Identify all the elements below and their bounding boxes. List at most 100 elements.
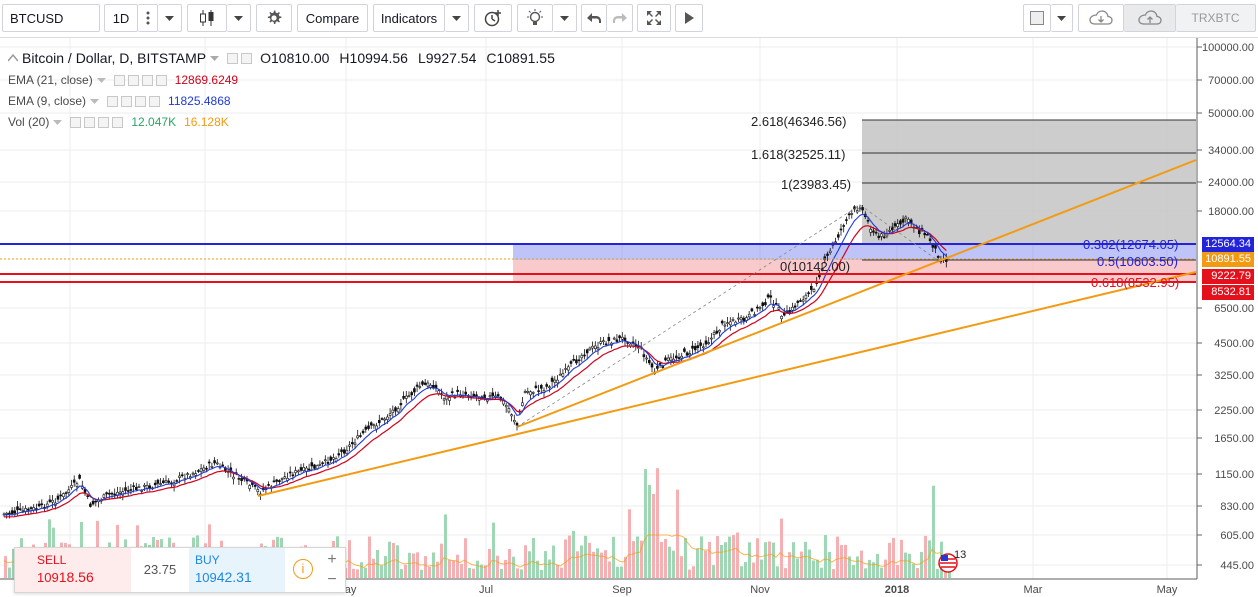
interval-button[interactable]: 1D	[104, 4, 138, 32]
candle-body	[596, 347, 600, 350]
undo-button[interactable]	[581, 4, 607, 32]
volume-bar	[792, 542, 795, 578]
volume-bar	[740, 566, 743, 578]
plus-icon[interactable]	[135, 95, 147, 107]
eye-icon[interactable]	[70, 116, 82, 128]
redo-button[interactable]	[607, 4, 633, 32]
candle-body	[307, 468, 311, 471]
candle-body	[67, 489, 71, 493]
zoom-out-button[interactable]: −	[327, 571, 337, 588]
chevron-down-icon	[1057, 15, 1066, 21]
close-icon[interactable]	[155, 74, 167, 86]
candle-body	[377, 420, 381, 424]
volume-bar	[476, 560, 479, 578]
settings-icon[interactable]	[121, 95, 133, 107]
candle-body	[348, 444, 351, 447]
eye-icon[interactable]	[113, 74, 125, 86]
ema21-title[interactable]: EMA (21, close)	[8, 73, 93, 87]
settings-icon[interactable]	[84, 116, 96, 128]
settings-icon[interactable]	[127, 74, 139, 86]
candle-body	[232, 476, 235, 480]
candle-body	[305, 467, 308, 472]
series-title[interactable]: Bitcoin / Dollar, D, BITSTAMP	[22, 50, 207, 66]
alert-button[interactable]	[474, 4, 512, 32]
layout-button[interactable]	[1023, 4, 1051, 32]
cloud-download-icon	[1089, 10, 1113, 25]
ema9-title[interactable]: EMA (9, close)	[8, 94, 87, 108]
candle-body	[642, 354, 646, 357]
candle-body	[909, 219, 913, 223]
candle-body	[145, 485, 149, 489]
candle-body	[926, 234, 929, 236]
undo-icon	[587, 13, 601, 23]
volume-bar	[820, 567, 823, 578]
volume-bar	[764, 542, 767, 578]
candle-body	[494, 395, 497, 398]
zoom-in-button[interactable]: +	[327, 551, 337, 568]
chevron-down-icon[interactable]	[90, 98, 100, 104]
candle-body	[872, 230, 875, 233]
volume-bar	[720, 544, 723, 578]
fib-label-1: 1(23983.45)	[781, 177, 852, 192]
indicators-dropdown[interactable]	[445, 4, 469, 32]
candle-body	[842, 225, 846, 227]
interval-dropdown[interactable]	[158, 4, 182, 32]
candle-body	[367, 425, 370, 429]
vertical-dots-icon	[146, 11, 149, 25]
price-axis[interactable]: 100000.00 70000.00 50000.00 34000.00 24000.0…	[1197, 42, 1254, 572]
account-button[interactable]: TRXBTC	[1176, 4, 1256, 32]
close-icon[interactable]	[149, 95, 161, 107]
candle-body	[515, 422, 519, 426]
volume-bar	[500, 568, 503, 578]
light-bulb-icon	[527, 9, 543, 25]
volume-bar	[788, 552, 791, 578]
candle-body	[712, 332, 716, 336]
volume-bar	[860, 550, 863, 578]
price-chart[interactable]: 100000.00 70000.00 50000.00 34000.00 24000.0…	[0, 38, 1258, 597]
chart-style-button[interactable]	[187, 4, 227, 32]
settings-icon[interactable]	[241, 52, 253, 64]
volume-bar	[368, 536, 371, 578]
interval-menu-button[interactable]	[138, 4, 158, 32]
candle-body	[780, 315, 783, 320]
candle-body	[553, 379, 557, 383]
candle-body	[167, 480, 170, 483]
eye-icon[interactable]	[107, 95, 119, 107]
low-value: 9927.54	[425, 50, 477, 66]
volume-legend: Vol (20) 12.047K 16.128K	[8, 115, 229, 129]
close-icon[interactable]	[112, 116, 124, 128]
info-button[interactable]: i	[293, 559, 313, 579]
sell-price-main: 109	[37, 570, 59, 585]
ideas-dropdown[interactable]	[553, 4, 577, 32]
load-layout-button[interactable]	[1078, 4, 1124, 32]
chevron-down-icon[interactable]	[96, 77, 106, 83]
symbol-search[interactable]: BTCUSD	[2, 4, 100, 32]
compare-button[interactable]: Compare	[297, 4, 368, 32]
volume-title[interactable]: Vol (20)	[8, 115, 50, 129]
chart-style-dropdown[interactable]	[227, 4, 251, 32]
economic-events-badge[interactable]: 13	[936, 549, 966, 573]
sell-button[interactable]: SELL 10918.56	[15, 548, 131, 592]
chevron-down-icon[interactable]	[210, 55, 220, 61]
plus-icon[interactable]	[98, 116, 110, 128]
chevron-down-icon[interactable]	[53, 119, 63, 125]
indicators-button[interactable]: Indicators	[373, 4, 445, 32]
candle-body	[704, 340, 708, 345]
plus-icon[interactable]	[141, 74, 153, 86]
ideas-button[interactable]	[517, 4, 553, 32]
replay-button[interactable]	[675, 4, 703, 32]
time-axis-label: May	[1157, 584, 1178, 596]
eye-icon[interactable]	[227, 52, 239, 64]
volume-bar	[436, 561, 439, 578]
volume-bar	[416, 552, 419, 578]
candle-body	[758, 307, 762, 309]
fullscreen-button[interactable]	[637, 4, 671, 32]
candle-body	[296, 470, 300, 473]
save-layout-button[interactable]	[1124, 4, 1176, 32]
candle-body	[356, 435, 360, 439]
volume-bar	[372, 558, 375, 578]
buy-button[interactable]: BUY 10942.31	[189, 548, 285, 592]
layout-dropdown[interactable]	[1051, 4, 1073, 32]
settings-button[interactable]	[256, 4, 292, 32]
volume-bar	[632, 541, 635, 578]
